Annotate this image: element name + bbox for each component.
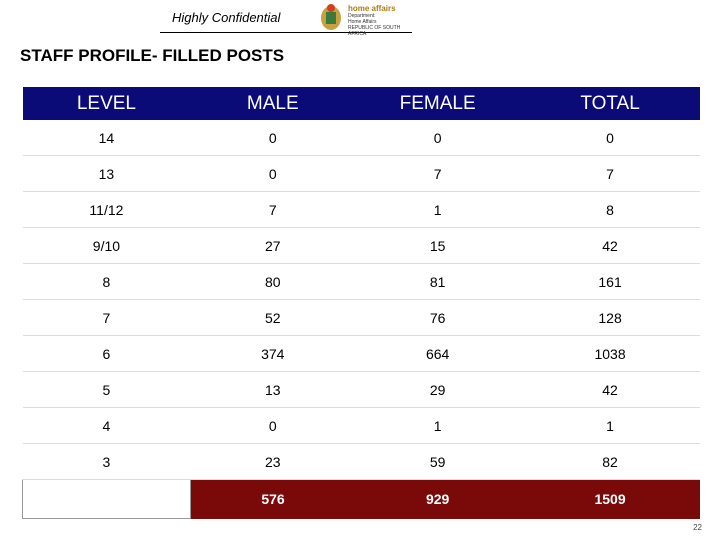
table-cell: 23 [190, 443, 356, 480]
coat-of-arms [321, 4, 341, 30]
table-body: 14 0 0 0 13 0 7 7 11/12 7 1 8 9/10 27 15 42 8 80 81 161 7 52 7… [22, 120, 700, 519]
table-cell: 8 [520, 191, 700, 228]
table-row: 9/10 27 15 42 [22, 227, 700, 264]
logo: home affairs Department: Home Affairs RE… [318, 2, 412, 37]
table-cell: 0 [190, 120, 356, 156]
table-cell: 3 [22, 443, 191, 480]
table-cell: 82 [520, 443, 700, 480]
table-cell: 161 [520, 263, 700, 300]
slide-title: STAFF PROFILE- FILLED POSTS [20, 46, 285, 65]
table-cell: 1038 [520, 335, 700, 372]
page-number: 22 [693, 523, 702, 532]
column-header: LEVEL [22, 87, 191, 120]
column-header: TOTAL [520, 87, 700, 120]
logo-country: REPUBLIC OF SOUTH AFRICA [348, 25, 401, 37]
table-cell: 1 [520, 407, 700, 444]
table-cell: 9/10 [22, 227, 191, 264]
logo-brand: home affairs [348, 4, 396, 13]
table-cell: 0 [355, 120, 521, 156]
totals-row: 576 929 1509 [22, 479, 700, 519]
table-cell: 27 [190, 227, 356, 264]
total-cell: 1509 [520, 479, 700, 519]
table-cell: 7 [355, 155, 521, 192]
logo-department: Department: [348, 13, 376, 19]
table-row: 8 80 81 161 [22, 263, 700, 300]
table-cell: 128 [520, 299, 700, 336]
table-cell: 80 [190, 263, 356, 300]
table-cell: 4 [22, 407, 191, 444]
column-header: FEMALE [355, 87, 521, 120]
table-cell: 7 [520, 155, 700, 192]
table-cell: 11/12 [22, 191, 191, 228]
logo-text: home affairs Department: Home Affairs RE… [348, 4, 412, 37]
table-row: 5 13 29 42 [22, 371, 700, 408]
blank-cell [22, 479, 191, 519]
header-rule [160, 32, 412, 33]
table-cell: 0 [190, 155, 356, 192]
table-cell: 664 [355, 335, 521, 372]
table-cell: 7 [190, 191, 356, 228]
table-row: 14 0 0 0 [22, 120, 700, 156]
table-row: 13 0 7 7 [22, 155, 700, 192]
table-cell: 42 [520, 371, 700, 408]
staff-table: LEVEL MALE FEMALE TOTAL 14 0 0 0 13 0 7 7 11/12 7 1 8 9… [22, 87, 700, 519]
header-row: LEVEL MALE FEMALE TOTAL [22, 87, 700, 120]
table-cell: 7 [22, 299, 191, 336]
total-cell: 929 [355, 479, 521, 519]
table-cell: 13 [190, 371, 356, 408]
table-cell: 42 [520, 227, 700, 264]
total-cell: 576 [190, 479, 356, 519]
logo-name: Home Affairs [348, 19, 377, 25]
table-cell: 15 [355, 227, 521, 264]
confidential-label: Highly Confidential [172, 10, 281, 25]
table-cell: 59 [355, 443, 521, 480]
table-cell: 0 [190, 407, 356, 444]
table-cell: 6 [22, 335, 191, 372]
table-cell: 14 [22, 120, 191, 156]
table-cell: 52 [190, 299, 356, 336]
table-cell: 13 [22, 155, 191, 192]
table-cell: 81 [355, 263, 521, 300]
column-header: MALE [190, 87, 356, 120]
table-row: 6 374 664 1038 [22, 335, 700, 372]
table-cell: 8 [22, 263, 191, 300]
table-cell: 1 [355, 191, 521, 228]
table-cell: 374 [190, 335, 356, 372]
table-row: 11/12 7 1 8 [22, 191, 700, 228]
table-cell: 1 [355, 407, 521, 444]
table-row: 3 23 59 82 [22, 443, 700, 480]
table-cell: 76 [355, 299, 521, 336]
table-cell: 5 [22, 371, 191, 408]
table-row: 7 52 76 128 [22, 299, 700, 336]
table-cell: 0 [520, 120, 700, 156]
table-cell: 29 [355, 371, 521, 408]
